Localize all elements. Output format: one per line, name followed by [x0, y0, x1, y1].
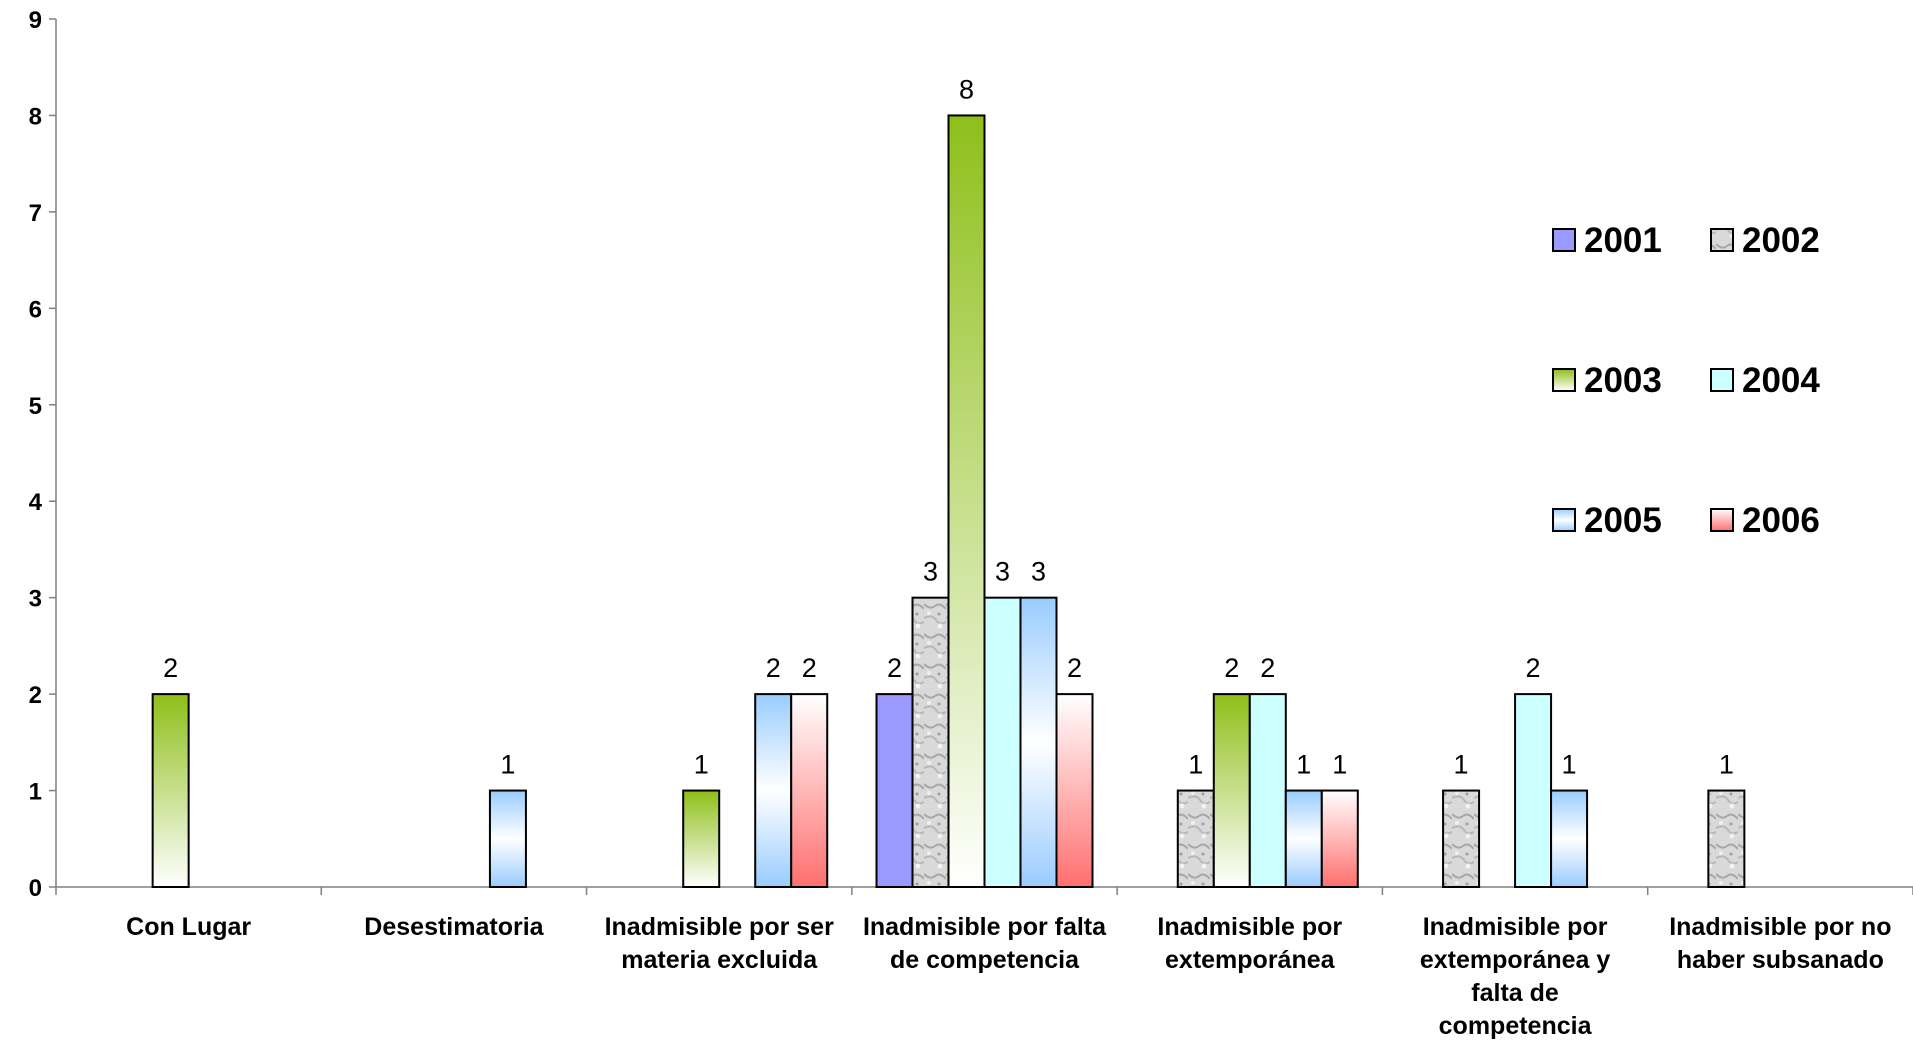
legend: 2001 2002 2003 2004 2005 2006: [1552, 221, 1820, 540]
bar-2002-6: [1442, 789, 1481, 888]
legend-swatch-2005: [1552, 508, 1576, 532]
bar-2003-3: [682, 789, 721, 888]
legend-swatch-2002: [1710, 228, 1734, 252]
category-label: Con Lugar: [126, 913, 251, 941]
bar-2002-7: [1707, 789, 1746, 888]
y-tick-label: 9: [29, 7, 42, 34]
legend-swatch-2004: [1710, 368, 1734, 392]
data-label: 1: [1296, 750, 1311, 780]
legend-swatch-2001: [1552, 228, 1576, 252]
y-tick-label: 2: [29, 682, 42, 709]
y-tick-label: 3: [29, 586, 42, 613]
bar-2005-2: [488, 789, 527, 888]
y-tick-label: 1: [29, 779, 42, 806]
y-tick-label: 5: [29, 393, 42, 420]
legend-swatch-2006: [1710, 508, 1734, 532]
category-label: Inadmisible por falta de competencia: [863, 913, 1107, 974]
bar-2006-3: [790, 693, 829, 888]
y-tick-label: 7: [29, 200, 42, 227]
category-label: Desestimatoria: [364, 913, 544, 941]
legend-label-2006: 2006: [1742, 501, 1820, 540]
legend-label-2002: 2002: [1742, 221, 1820, 260]
data-label: 2: [1224, 653, 1239, 683]
bar-2001-4: [875, 693, 914, 888]
y-tick-label: 6: [29, 296, 42, 323]
bar-2003-1: [151, 693, 190, 888]
data-label: 2: [1260, 653, 1275, 683]
bar-2003-5: [1212, 693, 1251, 888]
category-label: Inadmisible por no haber subsanado: [1669, 913, 1891, 974]
legend-label-2001: 2001: [1584, 221, 1662, 260]
legend-label-2004: 2004: [1742, 361, 1820, 400]
bar-2002-5: [1176, 789, 1215, 888]
data-label: 2: [1526, 653, 1541, 683]
y-tick-label: 4: [29, 489, 43, 516]
data-label: 1: [1719, 750, 1734, 780]
data-label: 2: [887, 653, 902, 683]
data-label: 1: [1562, 750, 1577, 780]
axes: 0 1 2 3 4 5 6 7 8 9: [29, 7, 1913, 902]
legend-label-2005: 2005: [1584, 501, 1662, 540]
data-label: 2: [1067, 653, 1082, 683]
category-label: Inadmisible por ser materia excluida: [605, 913, 835, 974]
bar-2006-4: [1055, 693, 1094, 888]
data-label: 1: [500, 750, 515, 780]
bar-2005-6: [1550, 789, 1589, 888]
data-label: 3: [1031, 557, 1046, 587]
bar-2004-5: [1248, 693, 1287, 888]
bar-2005-4: [1019, 596, 1058, 889]
data-label: 2: [802, 653, 817, 683]
bar-2003-4: [947, 114, 986, 888]
category-label: Inadmisible por extemporánea y falta de com…: [1420, 913, 1610, 1040]
data-label: 1: [1188, 750, 1203, 780]
data-label: 1: [694, 750, 709, 780]
y-tick-label: 0: [29, 875, 42, 902]
data-label: 2: [766, 653, 781, 683]
data-label: 1: [1332, 750, 1347, 780]
data-label: 3: [995, 557, 1010, 587]
data-label: 3: [923, 557, 938, 587]
bar-2004-4: [983, 596, 1022, 889]
bar-2006-5: [1320, 789, 1359, 888]
legend-label-2003: 2003: [1584, 361, 1662, 400]
bar-2004-6: [1514, 693, 1553, 888]
y-tick-label: 8: [29, 103, 42, 130]
data-label: 1: [1454, 750, 1469, 780]
legend-swatch-2003: [1552, 368, 1576, 392]
category-labels: Con Lugar Desestimatoria Inadmisible por s…: [126, 913, 1891, 1040]
data-label: 8: [959, 74, 974, 104]
bars: [151, 114, 1746, 889]
bar-2005-3: [754, 693, 793, 888]
data-label: 2: [163, 653, 178, 683]
bar-2002-4: [911, 596, 950, 889]
category-label: Inadmisible por extemporánea: [1157, 913, 1342, 974]
bar-2005-5: [1284, 789, 1323, 888]
